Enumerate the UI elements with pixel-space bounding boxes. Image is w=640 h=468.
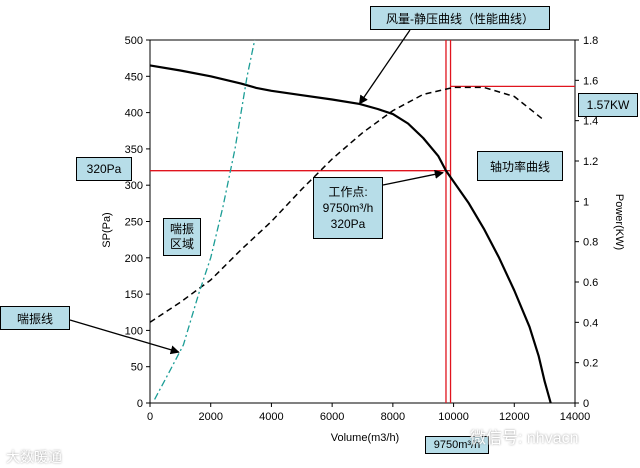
operating-point-box: 工作点: 9750m³/h 320Pa [313,177,383,239]
watermark-left: 大数暖通 [6,449,62,465]
operating-point-pressure: 320Pa [330,217,366,231]
performance-curve [149,64,552,404]
sp-value-box: 320Pa [76,157,132,181]
series-lines [149,39,552,404]
x-tick-label: 8000 [381,411,405,423]
y-right-axis-label: Power(KW) [613,194,625,250]
y-right-tick-label: 0.4 [583,317,598,329]
x-tick-label: 4000 [259,411,283,423]
surge-curve [154,39,256,400]
x-tick-label: 12000 [499,411,530,423]
power-value-box: 1.57KW [578,93,638,117]
y-left-tick-label: 0 [137,398,143,410]
x-bottom-value-box: 9750m³/h [425,436,489,454]
y-left-tick-label: 450 [125,71,143,83]
x-tick-label: 10000 [438,411,469,423]
y-right-tick-label: 1.6 [583,75,598,87]
reference-lines [150,40,575,403]
curve-label-box: 风量-静压曲线（性能曲线） [370,6,550,30]
x-tick-label: 2000 [198,411,222,423]
x-ticks: 0 2000 4000 6000 8000 10000 12000 14000 [147,403,590,423]
y-left-ticks: 0 50 100 150 200 250 300 350 400 450 500 [125,35,150,410]
surge-line-box: 喘振线 [0,306,70,330]
y-left-tick-label: 50 [131,362,143,374]
y-right-tick-label: 1.8 [583,35,598,47]
y-left-axis-label: SP(Pa) [101,212,113,247]
operating-point-flow: 9750m³/h [322,201,374,215]
y-left-tick-label: 200 [125,253,143,265]
y-left-tick-label: 500 [125,35,143,47]
y-left-tick-label: 150 [125,289,143,301]
power-curve [149,86,546,323]
x-axis-label: Volume(m3/h) [331,432,399,444]
x-tick-label: 6000 [320,411,344,423]
surge-zone-box: 喘振区域 [163,218,201,256]
y-right-tick-label: 0 [583,398,589,410]
y-left-tick-label: 300 [125,180,143,192]
operating-point-label: 工作点: [328,185,368,199]
y-right-tick-label: 0.8 [583,237,598,249]
x-tick-label: 0 [147,411,153,423]
y-right-tick-label: 0.2 [583,358,598,370]
annotation-arrows [69,29,444,355]
y-right-tick-label: 0.6 [583,277,598,289]
y-right-ticks: 0 0.2 0.4 0.6 0.8 1 1.2 1.4 1.6 1.8 [575,35,598,410]
surge-zone-text: 喘振区域 [169,222,194,251]
curve-label-arrow [358,29,411,105]
y-left-tick-label: 250 [125,217,143,229]
y-right-tick-label: 1 [583,196,589,208]
y-right-tick-label: 1.2 [583,156,598,168]
y-left-tick-label: 100 [125,325,143,337]
surge-line-arrow [69,319,180,355]
y-right-tick-label: 1.4 [583,116,598,128]
y-left-tick-label: 400 [125,108,143,120]
y-left-tick-label: 350 [125,144,143,156]
x-tick-label: 14000 [560,411,591,423]
operating-point-arrow [382,169,444,186]
power-curve-label-box: 轴功率曲线 [477,151,563,181]
watermark-right: 微信号: nhvacn [470,430,579,447]
